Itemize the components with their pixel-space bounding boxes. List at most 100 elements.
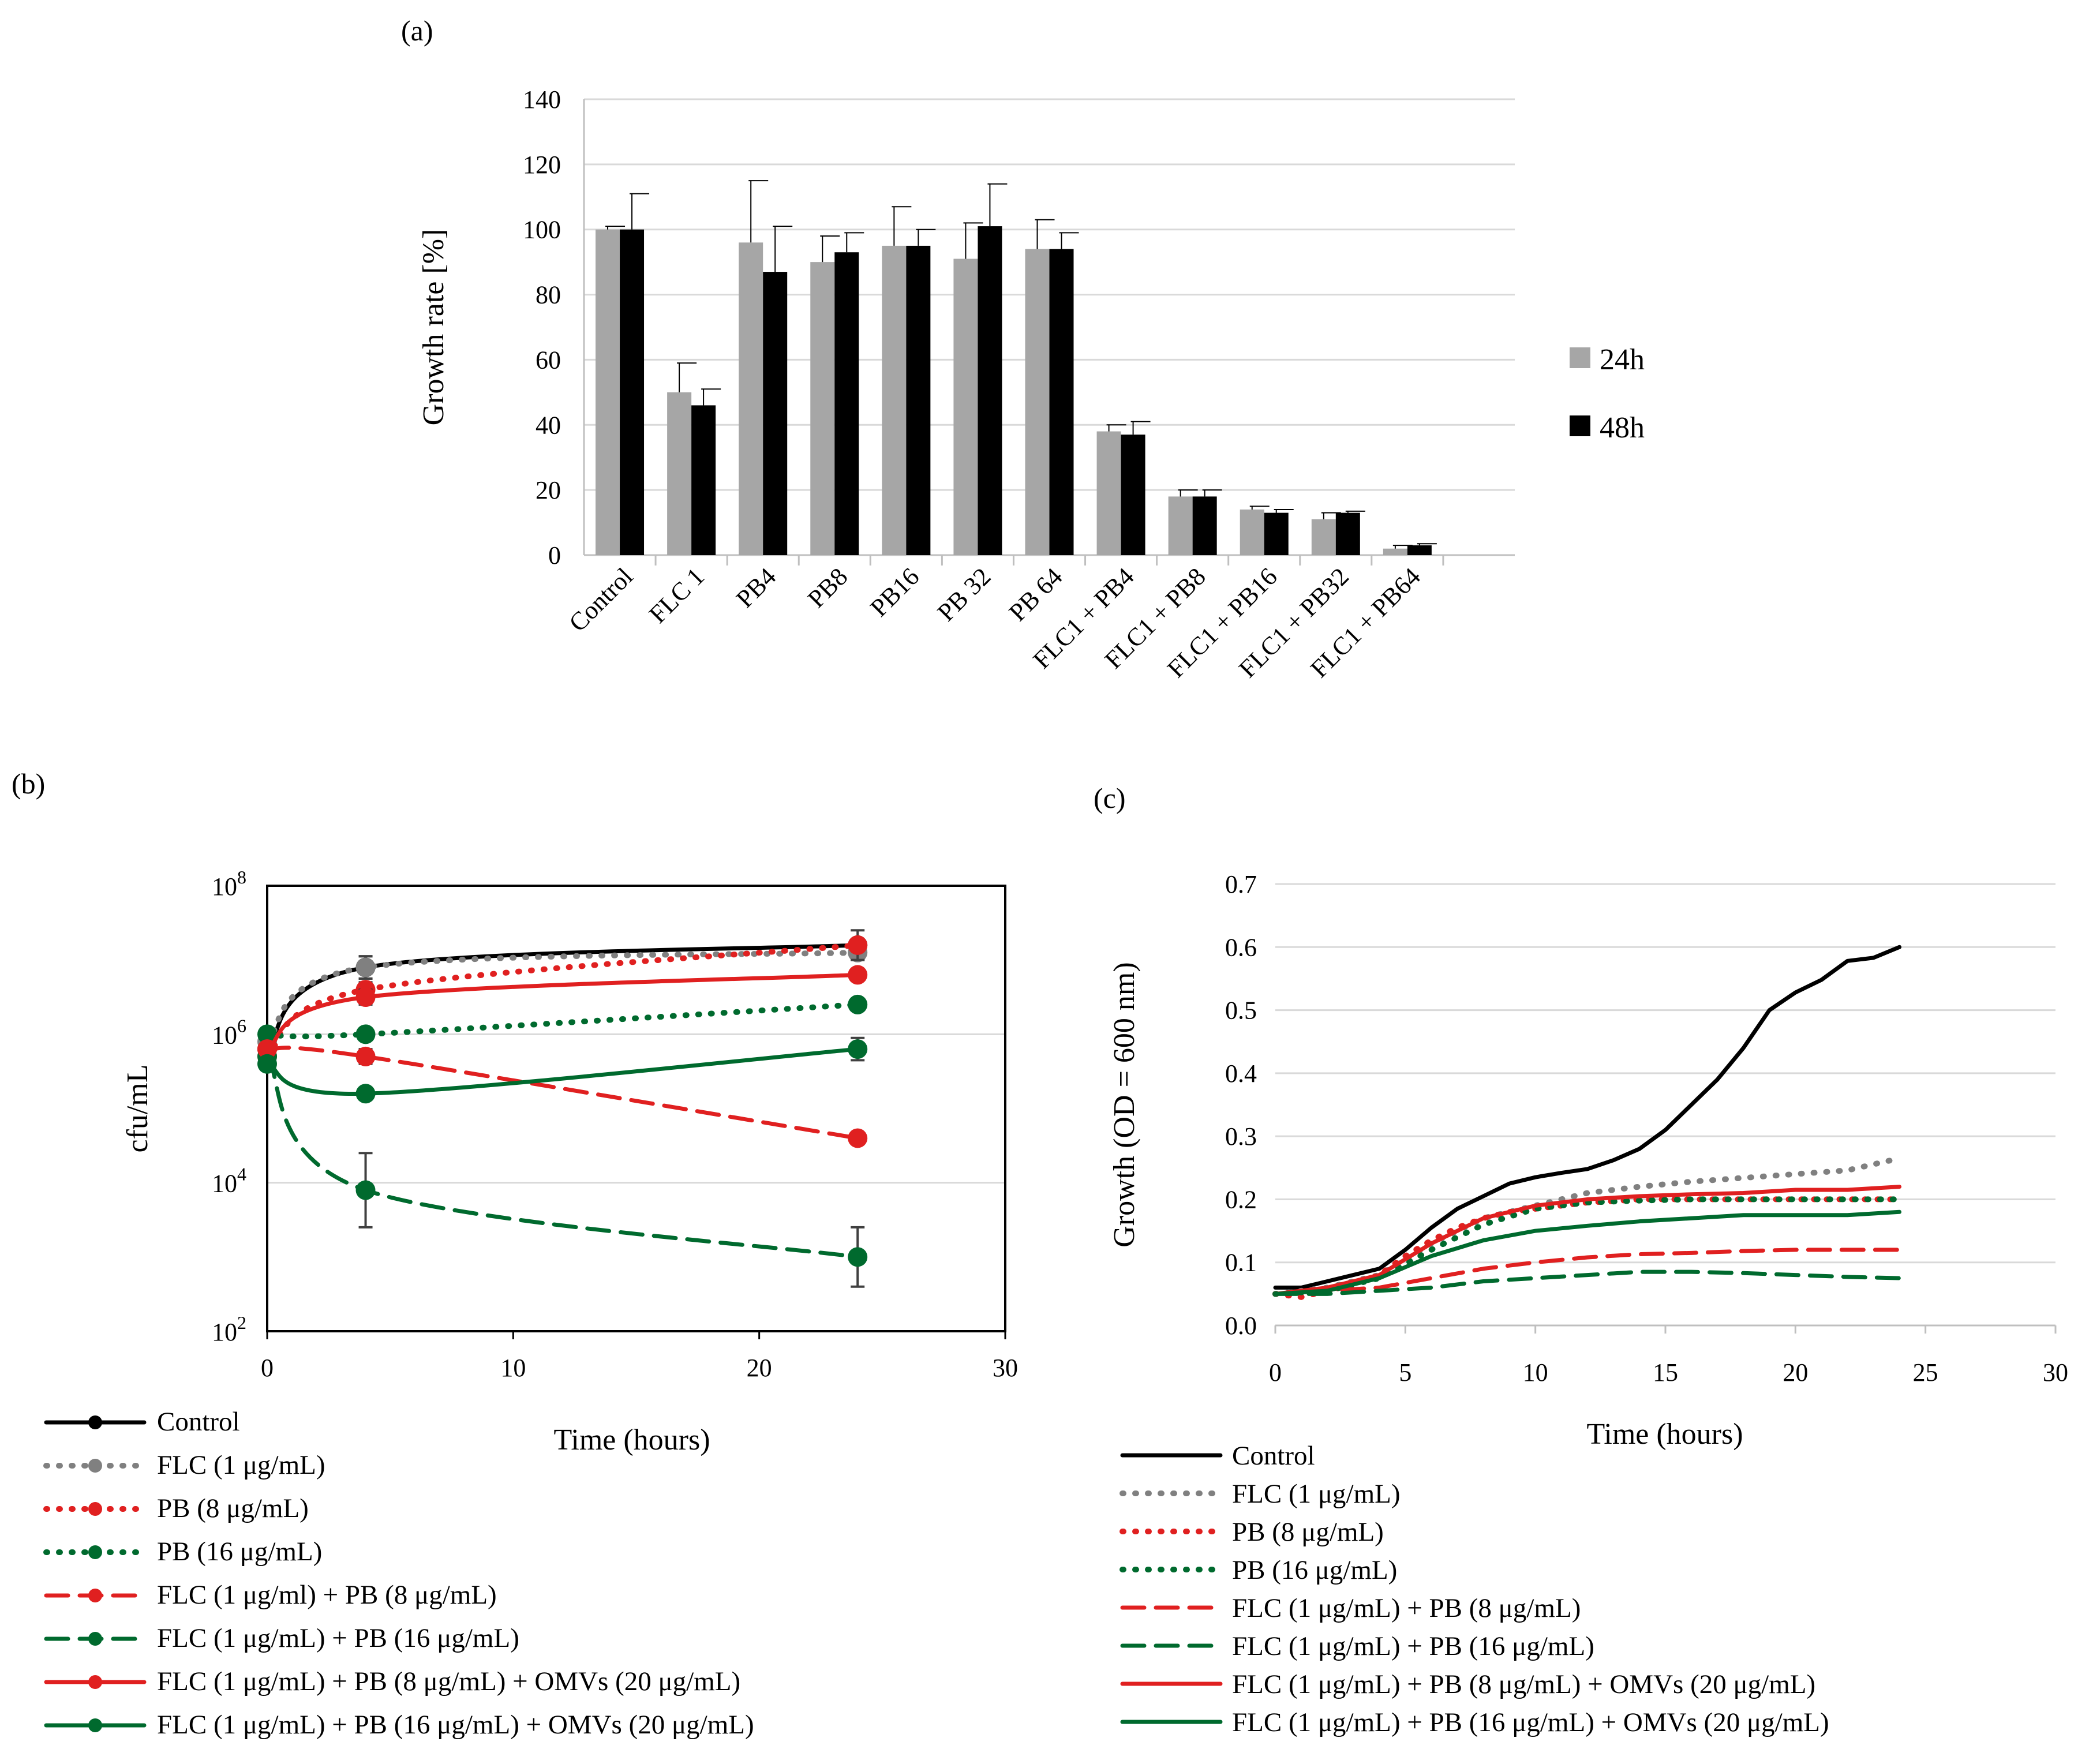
a-ytick-label: 100: [523, 216, 561, 244]
b-point: [355, 1084, 376, 1104]
b-ytick-base: 10: [212, 1170, 237, 1198]
b-point: [257, 1024, 277, 1044]
b-series-line-0: [265, 943, 860, 1051]
c-xtick-label: 10: [1523, 1358, 1548, 1387]
b-point: [355, 987, 376, 1007]
b-point: [848, 935, 868, 955]
b-legend-label: PB (16 μg/mL): [157, 1537, 322, 1567]
b-point: [848, 1039, 868, 1059]
b-series-line-4: [265, 1046, 860, 1140]
a-ytick-label: 60: [536, 346, 561, 374]
b-ytick-label: 108: [212, 867, 246, 901]
a-bar-24h: [1240, 510, 1264, 555]
a-bar-24h: [1168, 496, 1193, 555]
c-series-line-0: [1273, 945, 1902, 1290]
c-series-line-3: [1272, 1196, 1903, 1297]
c-xtick-label: 30: [2043, 1358, 2068, 1387]
a-bar-48h: [763, 272, 788, 555]
b-legend-label: FLC (1 μg/mL) + PB (8 μg/mL) + OMVs (20 …: [157, 1666, 740, 1696]
b-point: [355, 957, 376, 977]
panel-b-label: (b): [12, 767, 45, 800]
c-x-title: Time (hours): [1586, 1418, 1743, 1451]
b-point: [848, 1128, 868, 1148]
b-y-title: cfu/mL: [121, 1064, 154, 1152]
a-bar-24h: [1383, 548, 1407, 555]
b-xtick-label: 30: [993, 1354, 1018, 1382]
b-series-line-6: [265, 972, 860, 1051]
a-y-title: Growth rate [%]: [417, 229, 450, 426]
a-bar-48h: [620, 229, 645, 555]
c-legend-label: Control: [1232, 1441, 1315, 1471]
b-point: [257, 1039, 277, 1059]
b-series-line-3: [264, 1001, 861, 1040]
c-series-line-4: [1273, 1248, 1902, 1296]
c-legend-label: PB (8 μg/mL): [1232, 1517, 1384, 1547]
a-category-label: PB 64: [1004, 562, 1068, 627]
b-point: [848, 965, 868, 985]
c-xtick-label: 5: [1399, 1358, 1411, 1387]
c-legend-label: FLC (1 μg/mL) + PB (8 μg/mL) + OMVs (20 …: [1232, 1669, 1815, 1699]
a-bar-48h: [834, 252, 859, 555]
b-legend-marker: [88, 1545, 102, 1559]
b-point: [257, 1054, 277, 1074]
a-bar-48h: [978, 226, 1002, 556]
b-legend-label: Control: [157, 1407, 240, 1437]
c-y-title: Growth (OD = 600 nm): [1108, 962, 1141, 1247]
a-category-label: Control: [563, 562, 638, 637]
b-legend-marker: [88, 1589, 102, 1602]
c-legend-label: FLC (1 μg/mL) + PB (16 μg/mL) + OMVs (20…: [1232, 1707, 1829, 1737]
b-legend-marker: [88, 1459, 102, 1473]
c-ytick-label: 0.3: [1225, 1122, 1257, 1151]
a-ytick-label: 40: [536, 411, 561, 439]
a-bar-24h: [882, 245, 907, 555]
c-xtick-label: 25: [1913, 1358, 1938, 1387]
b-legend-label: PB (8 μg/mL): [157, 1493, 309, 1523]
a-bar-48h: [1264, 512, 1289, 555]
b-ytick-base: 10: [212, 1021, 237, 1049]
a-category-label: PB4: [731, 562, 781, 613]
a-bar-24h: [739, 242, 763, 555]
a-bar-48h: [1192, 496, 1217, 555]
a-ytick-label: 140: [523, 85, 561, 114]
a-bar-48h: [1049, 249, 1074, 556]
b-xtick-label: 10: [500, 1354, 526, 1382]
panel-c: (c) 0.0 0.1 0.2 0.3 0.4 0.5 0.6 0.7 0 5 10 15 20 25 30…: [1094, 782, 2068, 1737]
b-legend-label: FLC (1 μg/mL) + PB (16 μg/mL): [157, 1623, 519, 1653]
a-legend-label: 48h: [1600, 411, 1645, 444]
a-ytick-label: 0: [548, 541, 561, 570]
a-category-label: PB16: [865, 562, 925, 622]
b-series-line-7: [265, 1047, 860, 1096]
b-ytick-label: 102: [212, 1312, 246, 1346]
a-legend-label: 24h: [1600, 343, 1645, 376]
c-legend-label: PB (16 μg/mL): [1232, 1555, 1397, 1585]
b-series-line-5: [265, 1054, 860, 1259]
b-plot-frame: [266, 885, 1006, 1332]
b-ytick-base: 10: [212, 872, 237, 901]
a-bar-48h: [1121, 435, 1145, 555]
a-legend-swatch: [1570, 415, 1590, 436]
a-bar-24h: [596, 229, 620, 555]
b-point: [355, 1046, 376, 1066]
b-xtick-label: 20: [747, 1354, 772, 1382]
c-series-line-7: [1273, 1209, 1902, 1296]
b-point: [848, 994, 868, 1014]
a-category-label: PB 32: [932, 562, 997, 627]
b-ytick-label: 104: [212, 1164, 246, 1198]
c-legend-label: FLC (1 μg/mL): [1232, 1479, 1401, 1509]
c-ytick-label: 0.7: [1225, 870, 1257, 898]
c-ytick-label: 0.6: [1225, 933, 1257, 961]
c-xtick-label: 20: [1783, 1358, 1808, 1387]
b-point: [355, 1180, 376, 1200]
b-point: [848, 1247, 868, 1267]
a-bar-24h: [953, 259, 978, 555]
c-xtick-label: 15: [1653, 1358, 1678, 1387]
c-series-line-6: [1273, 1185, 1902, 1296]
b-x-title: Time (hours): [553, 1424, 710, 1456]
b-legend-label: FLC (1 μg/mL): [157, 1450, 325, 1480]
a-category-label: PB8: [802, 562, 853, 613]
a-bar-24h: [1311, 519, 1336, 555]
b-ytick-exponent: 4: [237, 1164, 246, 1185]
panel-a-label: (a): [401, 14, 433, 47]
a-bar-24h: [810, 262, 835, 555]
panel-a: (a) 0 20 40 60 80 100 120 140 Growth rate [%] Con…: [401, 14, 1645, 683]
